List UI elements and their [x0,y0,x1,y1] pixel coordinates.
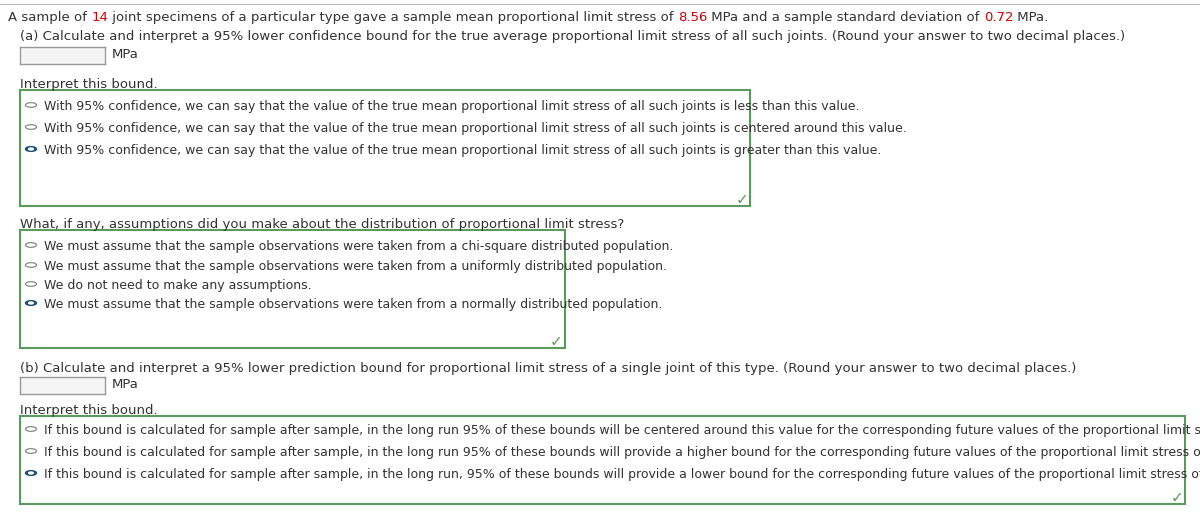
Text: ✓: ✓ [1171,490,1183,505]
Text: What, if any, assumptions did you make about the distribution of proportional li: What, if any, assumptions did you make a… [20,218,624,231]
Text: If this bound is calculated for sample after sample, in the long run 95% of thes: If this bound is calculated for sample a… [44,424,1200,437]
Text: Interpret this bound.: Interpret this bound. [20,78,157,91]
Text: 14: 14 [91,11,108,24]
Text: We do not need to make any assumptions.: We do not need to make any assumptions. [44,279,312,292]
Text: (b) Calculate and interpret a 95% lower prediction bound for proportional limit : (b) Calculate and interpret a 95% lower … [20,362,1076,375]
Text: A sample of: A sample of [8,11,91,24]
Text: With 95% confidence, we can say that the value of the true mean proportional lim: With 95% confidence, we can say that the… [44,122,907,135]
Text: Interpret this bound.: Interpret this bound. [20,404,157,417]
Text: MPa and a sample standard deviation of: MPa and a sample standard deviation of [707,11,984,24]
Text: 0.72: 0.72 [984,11,1013,24]
Text: joint specimens of a particular type gave a sample mean proportional limit stres: joint specimens of a particular type gav… [108,11,678,24]
Text: MPa: MPa [112,378,139,391]
Text: 8.56: 8.56 [678,11,707,24]
Text: With 95% confidence, we can say that the value of the true mean proportional lim: With 95% confidence, we can say that the… [44,100,859,113]
Text: MPa: MPa [112,48,139,61]
Text: (a) Calculate and interpret a 95% lower confidence bound for the true average pr: (a) Calculate and interpret a 95% lower … [20,30,1126,43]
Text: We must assume that the sample observations were taken from a uniformly distribu: We must assume that the sample observati… [44,260,667,273]
Text: We must assume that the sample observations were taken from a normally distribut: We must assume that the sample observati… [44,298,662,311]
Text: With 95% confidence, we can say that the value of the true mean proportional lim: With 95% confidence, we can say that the… [44,144,881,157]
Text: If this bound is calculated for sample after sample, in the long run 95% of thes: If this bound is calculated for sample a… [44,446,1200,459]
Text: MPa.: MPa. [1013,11,1049,24]
Text: ✓: ✓ [736,193,749,207]
Text: We must assume that the sample observations were taken from a chi-square distrib: We must assume that the sample observati… [44,240,673,253]
Text: ✓: ✓ [550,334,563,350]
Text: If this bound is calculated for sample after sample, in the long run, 95% of the: If this bound is calculated for sample a… [44,468,1200,481]
